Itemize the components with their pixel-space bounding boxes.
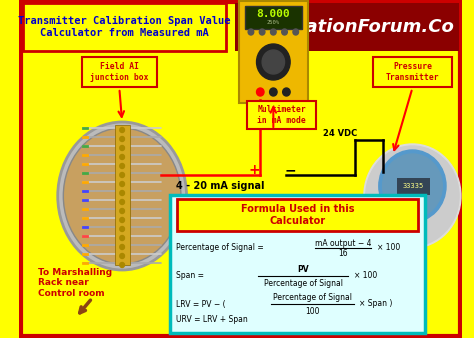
Text: LRV = PV − (: LRV = PV − ( xyxy=(176,299,226,309)
Circle shape xyxy=(120,263,125,267)
Text: Pressure
Transmitter: Pressure Transmitter xyxy=(386,62,439,82)
Text: 4 - 20 mA signal: 4 - 20 mA signal xyxy=(176,181,265,191)
Text: mA output − 4: mA output − 4 xyxy=(315,239,372,247)
Circle shape xyxy=(120,164,125,169)
FancyBboxPatch shape xyxy=(235,3,459,51)
Circle shape xyxy=(270,88,277,96)
Circle shape xyxy=(120,217,125,222)
Text: 16: 16 xyxy=(338,249,348,259)
Circle shape xyxy=(293,29,299,35)
Circle shape xyxy=(379,150,446,222)
Text: 24 VDC: 24 VDC xyxy=(323,128,357,138)
Circle shape xyxy=(364,144,461,248)
FancyBboxPatch shape xyxy=(177,199,418,231)
Text: Field AI
junction box: Field AI junction box xyxy=(90,62,148,82)
Circle shape xyxy=(120,182,125,187)
FancyBboxPatch shape xyxy=(247,101,316,129)
FancyBboxPatch shape xyxy=(239,1,308,103)
Circle shape xyxy=(120,226,125,232)
FancyBboxPatch shape xyxy=(21,2,460,336)
FancyBboxPatch shape xyxy=(23,3,226,51)
FancyBboxPatch shape xyxy=(245,5,302,28)
Text: URV = LRV + Span: URV = LRV + Span xyxy=(176,315,248,324)
FancyBboxPatch shape xyxy=(373,57,452,87)
Ellipse shape xyxy=(64,128,181,264)
Circle shape xyxy=(120,154,125,160)
FancyBboxPatch shape xyxy=(170,195,426,333)
Circle shape xyxy=(120,191,125,195)
Circle shape xyxy=(256,88,264,96)
Text: × Span ): × Span ) xyxy=(359,299,392,309)
Text: +: + xyxy=(249,163,261,177)
Text: 250%: 250% xyxy=(267,20,280,24)
Circle shape xyxy=(120,145,125,150)
Text: Transmitter Calibration Span Value
Calculator from Measured mA: Transmitter Calibration Span Value Calcu… xyxy=(18,16,230,38)
Circle shape xyxy=(120,236,125,241)
Circle shape xyxy=(120,209,125,214)
FancyBboxPatch shape xyxy=(397,177,430,194)
Circle shape xyxy=(120,199,125,204)
Circle shape xyxy=(120,172,125,177)
Circle shape xyxy=(120,127,125,132)
Text: AutomationForum.Co: AutomationForum.Co xyxy=(240,18,455,36)
Text: × 100: × 100 xyxy=(354,271,377,281)
Circle shape xyxy=(256,44,290,80)
Circle shape xyxy=(120,254,125,259)
Text: PV: PV xyxy=(297,266,309,274)
Text: 100: 100 xyxy=(305,307,320,315)
Ellipse shape xyxy=(58,122,187,270)
FancyBboxPatch shape xyxy=(407,232,420,262)
Circle shape xyxy=(383,154,442,218)
Text: × 100: × 100 xyxy=(377,243,400,252)
Circle shape xyxy=(120,244,125,249)
FancyBboxPatch shape xyxy=(115,125,129,265)
FancyBboxPatch shape xyxy=(82,57,157,87)
Text: Multimeter
in mA mode: Multimeter in mA mode xyxy=(257,105,306,125)
Circle shape xyxy=(282,29,287,35)
Circle shape xyxy=(366,146,459,246)
Text: Percentage of Signal: Percentage of Signal xyxy=(273,293,352,303)
Circle shape xyxy=(283,88,290,96)
Text: 8.000: 8.000 xyxy=(256,9,290,19)
Text: 33335: 33335 xyxy=(403,183,424,189)
Circle shape xyxy=(120,137,125,142)
Text: To Marshalling
Rack near
Control room: To Marshalling Rack near Control room xyxy=(38,268,112,298)
Circle shape xyxy=(248,29,254,35)
Text: −: − xyxy=(284,163,296,177)
Circle shape xyxy=(259,29,265,35)
Circle shape xyxy=(271,29,276,35)
Text: Percentage of Signal: Percentage of Signal xyxy=(264,279,343,288)
Circle shape xyxy=(262,50,284,74)
Text: Formula Used in this
Calculator: Formula Used in this Calculator xyxy=(241,204,355,226)
Text: Percentage of Signal =: Percentage of Signal = xyxy=(176,243,266,252)
Text: Span =: Span = xyxy=(176,271,207,281)
